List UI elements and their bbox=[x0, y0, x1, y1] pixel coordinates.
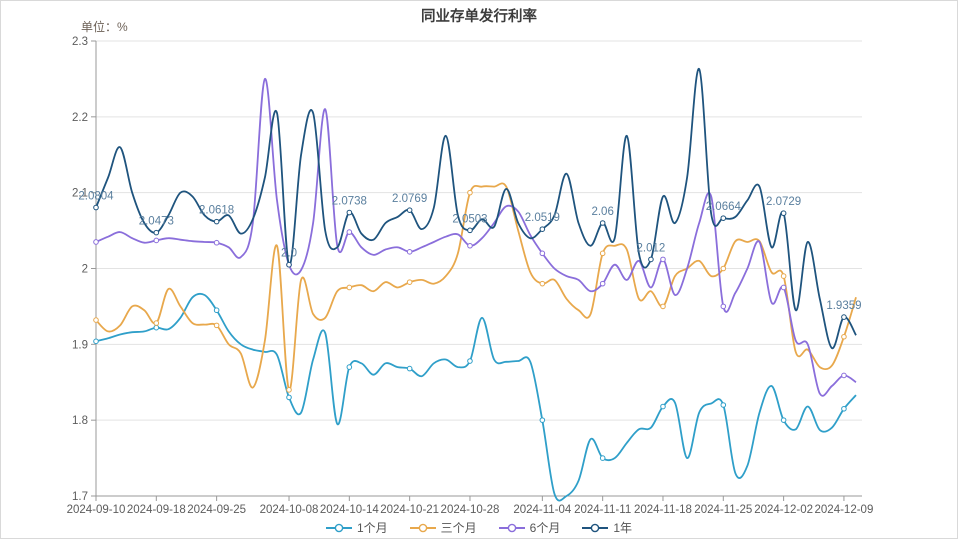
data-point-label: 2.0729 bbox=[766, 196, 801, 208]
legend-item-三个月[interactable]: 三个月 bbox=[409, 519, 477, 536]
x-axis-tick-label: 2024-11-18 bbox=[634, 504, 692, 516]
x-axis-tick-label: 2024-10-21 bbox=[380, 504, 439, 516]
data-point-label: 2.0618 bbox=[199, 205, 234, 217]
series-6个月 bbox=[93, 77, 857, 397]
x-axis-tick-label: 2024-09-18 bbox=[127, 504, 186, 516]
legend-line-icon bbox=[325, 523, 352, 532]
x-axis-tick-label: 2024-11-04 bbox=[513, 504, 572, 516]
data-point-label: 2.0 bbox=[281, 248, 297, 260]
legend-line-icon bbox=[409, 523, 436, 532]
series-1个月 bbox=[93, 292, 857, 502]
legend-item-1个月[interactable]: 1个月 bbox=[325, 519, 388, 536]
y-axis-tick-label: 1.7 bbox=[72, 491, 88, 503]
data-point-label: 2.012 bbox=[637, 242, 666, 254]
legend: 1个月 三个月 6个月 1年 bbox=[1, 519, 957, 536]
y-axis-tick-label: 2.2 bbox=[72, 112, 88, 124]
legend-label: 1个月 bbox=[356, 521, 388, 535]
data-point-label: 2.0769 bbox=[392, 193, 427, 205]
chart-title: 同业存单发行利率 bbox=[421, 9, 537, 25]
x-axis-tick-label: 2024-09-25 bbox=[187, 504, 246, 516]
x-axis-tick-label: 2024-10-14 bbox=[320, 504, 379, 516]
x-axis: 2024-09-10 2024-09-18 2024-09-25 2024-10-08… bbox=[67, 496, 874, 516]
data-point-label: 2.0473 bbox=[139, 216, 174, 228]
x-axis-tick-label: 2024-11-11 bbox=[574, 504, 631, 516]
y-axis-tick-label: 1.9 bbox=[72, 339, 88, 351]
x-axis-tick-label: 2024-10-08 bbox=[260, 504, 319, 516]
y-axis-tick-label: 1.8 bbox=[72, 415, 88, 427]
legend-label: 6个月 bbox=[529, 521, 561, 535]
legend-label: 三个月 bbox=[440, 521, 477, 535]
unit-label: 单位：% bbox=[81, 20, 128, 34]
legend-line-icon bbox=[498, 523, 525, 532]
data-point-label: 1.9359 bbox=[826, 300, 861, 312]
x-axis-tick-label: 2024-12-02 bbox=[754, 504, 813, 516]
legend-line-icon bbox=[582, 523, 609, 532]
y-axis-tick-label: 2.3 bbox=[72, 36, 88, 48]
data-point-label: 2.0664 bbox=[706, 201, 742, 213]
data-point-label: 2.0519 bbox=[525, 212, 560, 224]
legend-label: 1年 bbox=[613, 521, 633, 535]
data-point-label: 2.0804 bbox=[78, 191, 114, 203]
data-point-label: 2.0738 bbox=[332, 196, 367, 208]
legend-item-1年[interactable]: 1年 bbox=[582, 519, 632, 536]
data-point-label: 2.0503 bbox=[452, 213, 487, 225]
data-point-label: 2.06 bbox=[591, 206, 613, 218]
x-axis-tick-label: 2024-12-09 bbox=[815, 504, 874, 516]
x-axis-tick-label: 2024-10-28 bbox=[441, 504, 500, 516]
x-axis-tick-label: 2024-09-10 bbox=[67, 504, 126, 516]
series-1年: 2.0804 2.0473 2.0618 2.0 2.0738 2.0769 2.0503 2… bbox=[78, 68, 862, 350]
legend-item-6个月[interactable]: 6个月 bbox=[498, 519, 561, 536]
y-axis-tick-label: 2 bbox=[82, 264, 88, 276]
series-三个月 bbox=[93, 182, 857, 393]
y-axis-tick-label: 2.1 bbox=[72, 188, 88, 200]
x-axis-tick-label: 2024-11-25 bbox=[694, 504, 752, 516]
grid: 2.3 2.2 2.1 2 1.9 1.8 1.7 bbox=[72, 36, 862, 503]
